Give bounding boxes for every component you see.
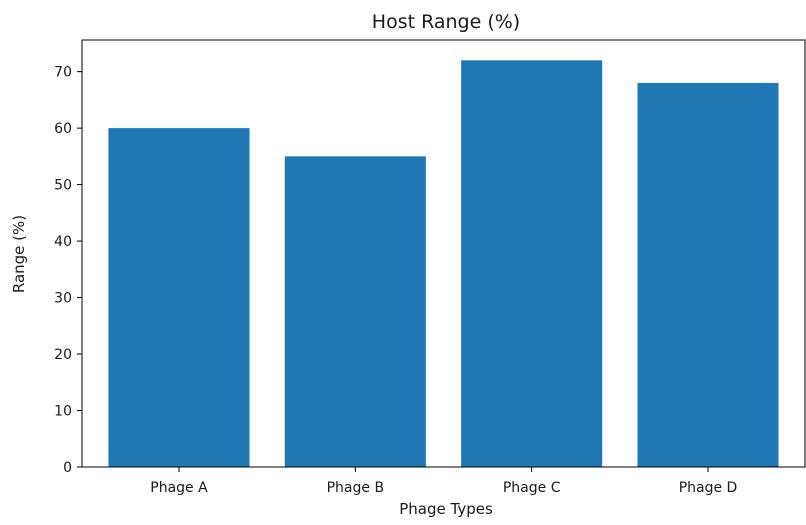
plot-area: [81, 39, 806, 468]
bar-phage-d: [637, 82, 779, 467]
y-tick-label: 50: [54, 178, 72, 194]
y-axis-label: Range (%): [10, 215, 28, 293]
bar-phage-b: [284, 156, 426, 467]
y-axis-ticks: 0 10 20 30 40 50 60 70: [54, 65, 82, 476]
y-tick-label: 30: [54, 291, 72, 307]
y-tick-label: 0: [63, 460, 72, 476]
x-axis-ticks: Phage A Phage B Phage C Phage D: [150, 467, 737, 496]
y-tick-label: 10: [54, 404, 72, 420]
x-tick-label: Phage C: [503, 480, 561, 496]
chart-title: Host Range (%): [372, 11, 520, 33]
x-tick-label: Phage D: [679, 480, 738, 496]
y-tick-label: 60: [54, 121, 72, 137]
bar-phage-a: [108, 128, 250, 467]
axes-frame: [81, 39, 806, 468]
x-axis-label: Phage Types: [399, 500, 493, 518]
x-tick-label: Phage B: [327, 480, 384, 496]
y-tick-label: 70: [54, 65, 72, 81]
bar-phage-c: [461, 60, 603, 467]
x-tick-label: Phage A: [150, 480, 208, 496]
y-tick-label: 40: [54, 234, 72, 250]
y-tick-label: 20: [54, 347, 72, 363]
